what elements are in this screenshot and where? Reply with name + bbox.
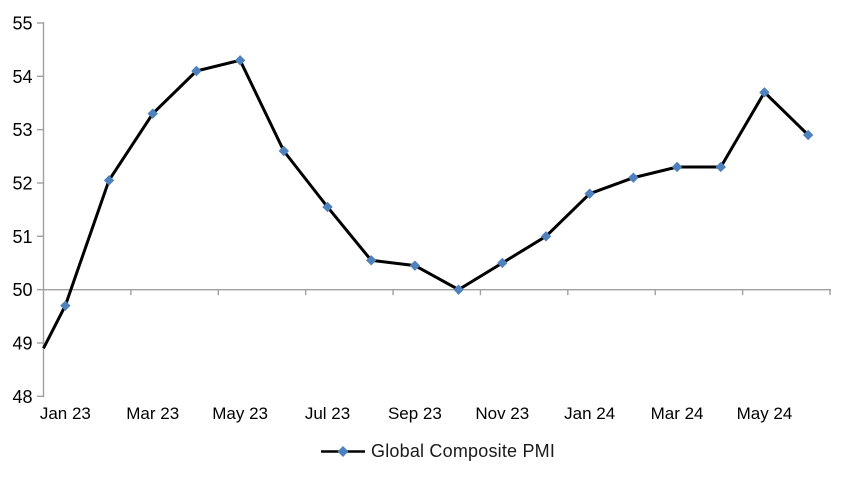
y-axis-tick-label: 54	[12, 67, 32, 87]
series-marker	[715, 161, 726, 173]
x-axis-tick-label: Nov 23	[475, 404, 529, 423]
series-marker	[540, 231, 552, 242]
series-marker	[759, 87, 770, 98]
series-marker	[60, 300, 71, 311]
x-axis-tick-label: Mar 23	[126, 404, 179, 423]
series-marker	[453, 284, 464, 295]
x-axis-tick-label: Jul 23	[305, 404, 350, 423]
x-axis-tick-label: May 24	[737, 404, 793, 423]
x-axis-tick-label: May 23	[212, 404, 268, 423]
series-marker	[409, 260, 421, 271]
series-marker	[802, 129, 814, 141]
series-line	[42, 58, 810, 349]
legend-line-marker-icon	[321, 446, 365, 457]
series-marker	[191, 65, 202, 77]
series-marker	[497, 257, 508, 269]
series-marker	[278, 145, 290, 157]
y-axis-tick-label: 53	[12, 120, 32, 140]
series-marker	[628, 172, 639, 183]
legend-label: Global Composite PMI	[371, 441, 556, 461]
legend-diamond-icon	[337, 446, 349, 457]
series-marker	[322, 201, 333, 213]
legend: Global Composite PMI	[320, 441, 555, 462]
x-axis-tick-label: Mar 24	[651, 404, 704, 423]
y-axis-tick-label: 48	[12, 387, 32, 407]
y-axis-tick-label: 50	[12, 280, 32, 300]
series-marker	[234, 55, 246, 66]
series-marker	[671, 161, 683, 173]
y-axis-tick-label: 51	[12, 227, 32, 247]
series-marker	[147, 108, 158, 119]
x-axis-tick-label: Jan 23	[40, 404, 91, 423]
x-axis-tick-label: Sep 23	[388, 404, 442, 423]
y-axis-tick-label: 52	[12, 173, 32, 193]
x-axis-tick-label: Jan 24	[564, 404, 615, 423]
series-marker	[584, 188, 595, 199]
y-axis-tick-label: 49	[12, 333, 32, 353]
series-marker	[366, 255, 377, 266]
series-marker	[103, 175, 115, 186]
y-axis-tick-label: 55	[12, 14, 32, 34]
